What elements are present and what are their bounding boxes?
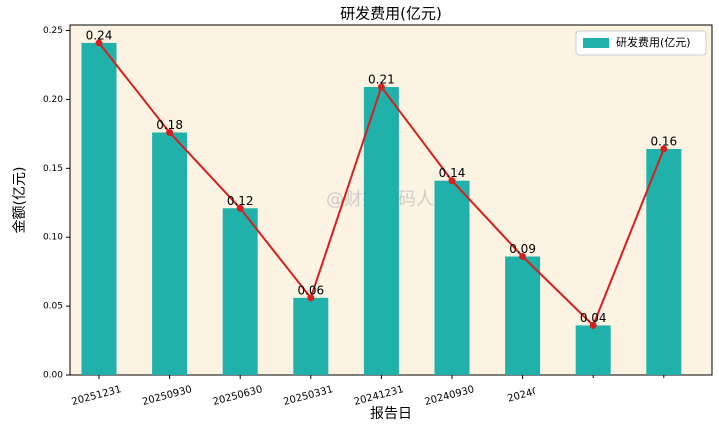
- line-point: [448, 177, 456, 185]
- bar: [81, 42, 117, 375]
- x-tick-label: 20241231: [353, 384, 405, 408]
- data-label: 0.16: [650, 135, 677, 149]
- y-axis-label: 金额(亿元): [12, 167, 28, 234]
- data-label: 0.06: [297, 283, 324, 297]
- data-label: 0.18: [156, 118, 183, 132]
- data-label: 0.09: [509, 242, 536, 256]
- legend-label: 研发费用(亿元): [616, 35, 691, 49]
- data-label: 0.12: [227, 194, 254, 208]
- bar: [152, 132, 188, 375]
- overlay: [535, 378, 715, 406]
- bar: [646, 149, 682, 375]
- y-tick-label: 0.10: [43, 233, 63, 243]
- legend-swatch: [583, 38, 609, 48]
- bar: [434, 180, 470, 375]
- line-point: [589, 321, 597, 329]
- x-tick-label: 20250331: [282, 384, 334, 408]
- line-point: [519, 252, 527, 260]
- x-tick-label: 20240930: [424, 384, 476, 408]
- x-tick-label: 20250930: [141, 384, 193, 408]
- line-point: [166, 128, 174, 136]
- x-tick-label: 20251231: [71, 384, 123, 408]
- bar: [293, 297, 329, 375]
- data-label: 0.24: [86, 28, 113, 42]
- y-tick-label: 0.25: [43, 26, 63, 36]
- legend-box: [575, 30, 707, 56]
- x-axis-label: 报告日: [370, 406, 412, 422]
- legend: 研发费用(亿元): [575, 30, 707, 56]
- data-label: 0.21: [368, 73, 395, 87]
- line-point: [307, 294, 315, 302]
- chart-title: 研发费用(亿元): [340, 5, 442, 23]
- data-label: 0.04: [580, 311, 607, 325]
- bar: [505, 256, 541, 375]
- bar: [363, 87, 399, 375]
- bar: [222, 208, 258, 375]
- line-point: [95, 39, 103, 47]
- y-tick-label: 0.15: [43, 164, 63, 174]
- y-tick-label: 0.20: [43, 95, 63, 105]
- x-tick-label: 20250630: [212, 384, 264, 408]
- y-tick-label: 0.05: [43, 302, 63, 312]
- line-point: [236, 204, 244, 212]
- line-point: [660, 145, 668, 153]
- data-label: 0.14: [439, 166, 466, 180]
- bar: [575, 325, 611, 375]
- line-point: [377, 83, 385, 91]
- y-tick-label: 0.00: [43, 371, 63, 381]
